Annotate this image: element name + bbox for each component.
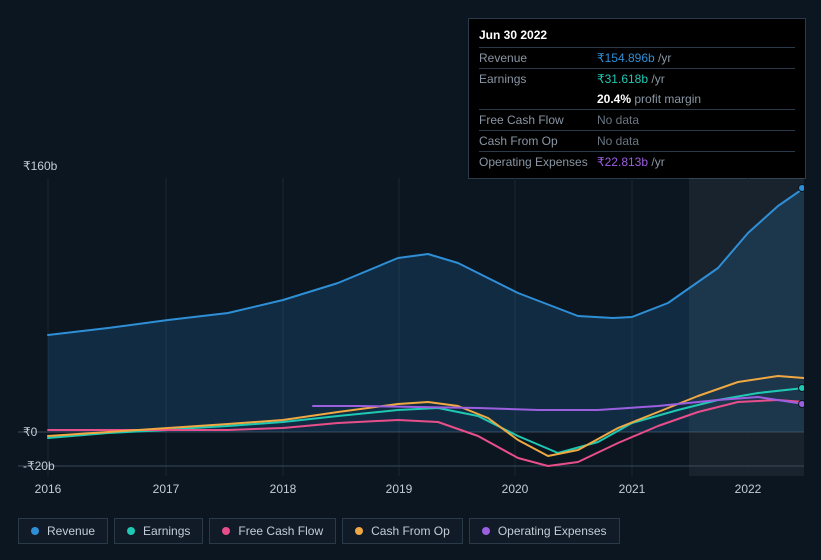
- tooltip-value: No data: [597, 113, 795, 127]
- x-axis-label: 2016: [35, 482, 62, 496]
- tooltip-row: Earnings₹31.618b /yr: [479, 68, 795, 89]
- x-axis: 2016 2017 2018 2019 2020 2021 2022: [18, 482, 804, 502]
- tooltip-row: 20.4% profit margin: [479, 89, 795, 109]
- tooltip-row: Operating Expenses₹22.813b /yr: [479, 151, 795, 172]
- chart-plot: [18, 178, 804, 476]
- tooltip-value: 20.4% profit margin: [597, 92, 795, 106]
- tooltip-label: Free Cash Flow: [479, 113, 597, 127]
- legend-swatch: [127, 527, 135, 535]
- tooltip-date: Jun 30 2022: [479, 25, 795, 47]
- tooltip-label: Cash From Op: [479, 134, 597, 148]
- legend-label: Earnings: [143, 524, 190, 538]
- legend-item-free-cash-flow[interactable]: Free Cash Flow: [209, 518, 336, 544]
- legend-label: Revenue: [47, 524, 95, 538]
- tooltip-value: No data: [597, 134, 795, 148]
- legend-item-operating-expenses[interactable]: Operating Expenses: [469, 518, 620, 544]
- legend-item-cash-from-op[interactable]: Cash From Op: [342, 518, 463, 544]
- y-axis-label: -₹20b: [23, 459, 55, 473]
- tooltip-row: Revenue₹154.896b /yr: [479, 47, 795, 68]
- tooltip-row: Free Cash FlowNo data: [479, 109, 795, 130]
- legend-item-earnings[interactable]: Earnings: [114, 518, 203, 544]
- legend-label: Free Cash Flow: [238, 524, 323, 538]
- legend-swatch: [355, 527, 363, 535]
- tooltip-value: ₹31.618b /yr: [597, 72, 795, 86]
- tooltip-label: [479, 92, 597, 106]
- legend-swatch: [482, 527, 490, 535]
- y-axis-label: ₹0: [23, 425, 37, 439]
- legend-item-revenue[interactable]: Revenue: [18, 518, 108, 544]
- legend-swatch: [31, 527, 39, 535]
- legend-label: Cash From Op: [371, 524, 450, 538]
- x-axis-label: 2017: [153, 482, 180, 496]
- tooltip-label: Revenue: [479, 51, 597, 65]
- x-axis-label: 2019: [386, 482, 413, 496]
- y-axis-label: ₹160b: [23, 159, 57, 173]
- tooltip-row: Cash From OpNo data: [479, 130, 795, 151]
- chart-tooltip: Jun 30 2022 Revenue₹154.896b /yrEarnings…: [468, 18, 806, 179]
- legend-swatch: [222, 527, 230, 535]
- x-axis-label: 2020: [502, 482, 529, 496]
- x-axis-label: 2018: [270, 482, 297, 496]
- tooltip-value: ₹22.813b /yr: [597, 155, 795, 169]
- tooltip-label: Operating Expenses: [479, 155, 597, 169]
- tooltip-value: ₹154.896b /yr: [597, 51, 795, 65]
- x-axis-label: 2022: [735, 482, 762, 496]
- financial-chart-panel: Jun 30 2022 Revenue₹154.896b /yrEarnings…: [0, 0, 821, 560]
- x-axis-label: 2021: [619, 482, 646, 496]
- tooltip-label: Earnings: [479, 72, 597, 86]
- chart-legend: Revenue Earnings Free Cash Flow Cash From O…: [18, 518, 620, 544]
- legend-label: Operating Expenses: [498, 524, 607, 538]
